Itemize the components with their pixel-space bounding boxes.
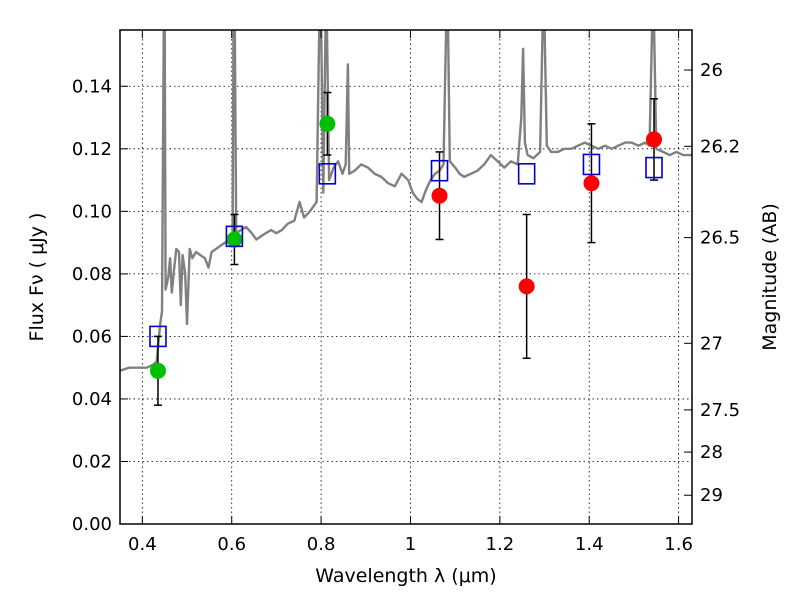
data-points: [149, 115, 663, 379]
observed-flux-point: [431, 187, 448, 204]
observed-flux-point: [319, 115, 336, 132]
x-tick-label: 1.4: [575, 534, 604, 555]
x-axis-label: Wavelength λ (μm): [315, 565, 496, 587]
model-flux-point: [517, 163, 536, 185]
y-tick-label: 0.06: [72, 326, 112, 347]
y2-tick-label: 26: [700, 60, 723, 81]
model-spectrum: [120, 30, 692, 372]
model-flux-point: [318, 163, 337, 185]
observed-flux-point: [646, 131, 663, 148]
y2-tick-label: 27: [700, 333, 723, 354]
x-tick-label: 1.6: [664, 534, 693, 555]
observed-flux-point: [518, 278, 535, 295]
x-tick-label: 0.6: [217, 534, 246, 555]
observed-flux-point: [226, 231, 243, 248]
axis-ticks: 0.4 0.6 0.8 1 1.2 1.4 1.6 0.00 0.02 0.04 0.06 0.08 0…: [72, 30, 740, 555]
y-tick-label: 0.00: [72, 514, 112, 535]
spectrum-line: [120, 30, 692, 372]
model-flux-point: [430, 159, 449, 182]
y-axis-label: Flux Fν ( μJy ): [26, 213, 48, 342]
y-tick-label: 0.12: [72, 139, 112, 160]
y2-axis-label: Magnitude (AB): [759, 203, 781, 351]
x-tick-label: 0.4: [128, 534, 157, 555]
plot-frame: [119, 29, 693, 525]
model-flux-point: [149, 325, 167, 348]
y-tick-label: 0.08: [72, 264, 112, 285]
x-tick-label: 0.8: [307, 534, 336, 555]
y2-tick-label: 29: [700, 485, 723, 506]
x-tick-label: 1.2: [486, 534, 515, 555]
model-flux-point: [645, 156, 663, 179]
y2-tick-label: 27.5: [700, 400, 740, 421]
x-tick-label: 1: [405, 534, 416, 555]
observed-flux-point: [583, 175, 600, 192]
y-tick-label: 0.10: [72, 201, 112, 222]
model-flux-point: [225, 225, 244, 248]
plot-area: [120, 30, 692, 524]
y2-tick-label: 26.2: [700, 136, 740, 157]
y-tick-label: 0.02: [72, 451, 112, 472]
y-tick-label: 0.04: [72, 389, 112, 410]
y2-tick-label: 26.5: [700, 228, 740, 249]
observed-flux-point: [149, 362, 166, 379]
y2-tick-label: 28: [700, 442, 723, 463]
y-tick-label: 0.14: [72, 76, 112, 97]
model-flux-point: [582, 153, 601, 176]
